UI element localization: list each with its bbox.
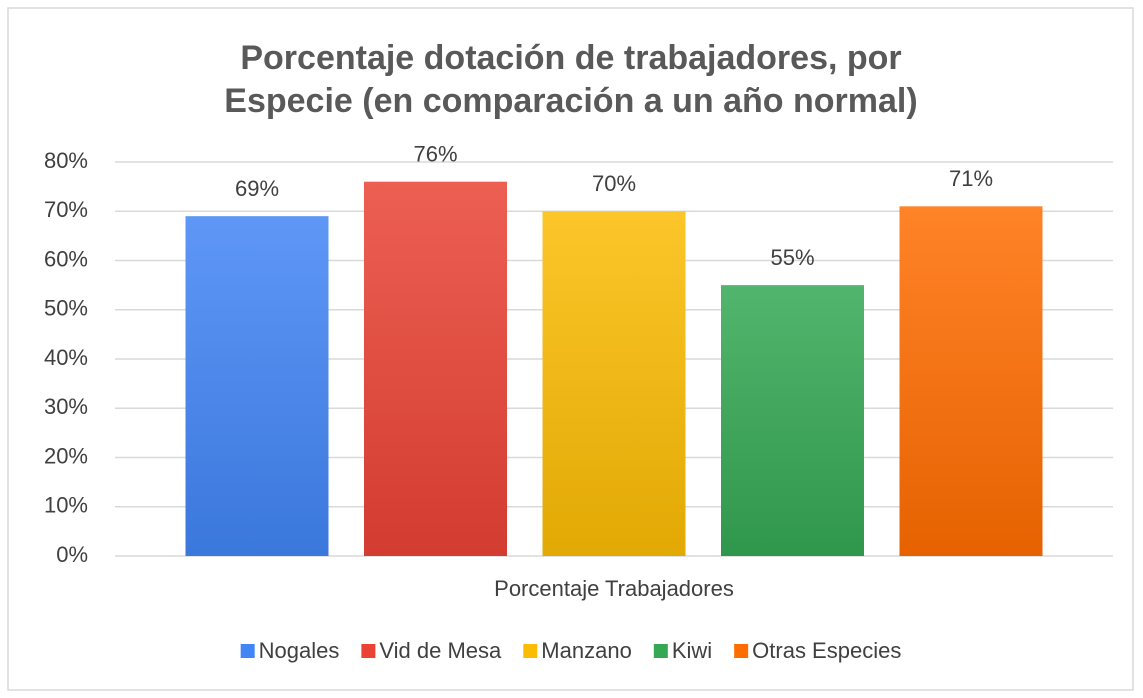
bar bbox=[364, 181, 507, 556]
y-tick-label: 40% bbox=[44, 345, 88, 370]
legend-swatch bbox=[734, 644, 749, 658]
bar bbox=[185, 216, 329, 557]
data-label: 55% bbox=[770, 245, 814, 270]
legend-swatch bbox=[653, 644, 668, 658]
legend-label: Nogales bbox=[259, 638, 340, 663]
legend-swatch bbox=[240, 644, 255, 658]
x-tick-label: Porcentaje Trabajadores bbox=[494, 576, 734, 601]
y-tick-label: 0% bbox=[56, 542, 88, 567]
y-tick-label: 10% bbox=[44, 493, 88, 518]
bar bbox=[721, 285, 864, 556]
legend-swatch bbox=[523, 644, 538, 658]
legend-swatch bbox=[361, 644, 376, 658]
y-tick-label: 30% bbox=[44, 394, 88, 419]
legend-label: Kiwi bbox=[672, 638, 712, 663]
legend-label: Manzano bbox=[541, 638, 632, 663]
data-label: 76% bbox=[413, 142, 457, 167]
chart-subtitle: Especie (en comparación a un año normal) bbox=[224, 82, 917, 120]
legend-label: Vid de Mesa bbox=[379, 638, 502, 663]
data-label: 69% bbox=[235, 176, 279, 201]
y-tick-label: 60% bbox=[44, 246, 88, 271]
chart-title: Porcentaje dotación de trabajadores, por bbox=[240, 39, 901, 77]
data-label: 71% bbox=[949, 166, 993, 191]
y-tick-label: 80% bbox=[44, 148, 88, 173]
bar bbox=[542, 211, 686, 556]
data-label: 70% bbox=[592, 171, 636, 196]
y-tick-label: 50% bbox=[44, 296, 88, 321]
y-tick-label: 70% bbox=[44, 197, 88, 222]
legend-label: Otras Especies bbox=[752, 638, 901, 663]
bar bbox=[899, 206, 1043, 556]
y-tick-label: 20% bbox=[44, 443, 88, 468]
